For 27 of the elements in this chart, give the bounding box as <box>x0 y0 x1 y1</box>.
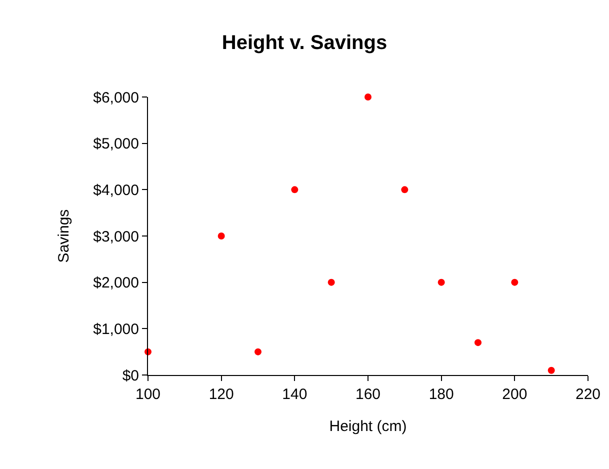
y-tick-label: $6,000 <box>93 89 139 106</box>
x-tick-label: 140 <box>282 386 308 403</box>
point <box>438 278 445 286</box>
y-tick-label: $3,000 <box>93 228 139 246</box>
point <box>548 366 555 374</box>
x-tick-label: 200 <box>502 386 528 403</box>
y-tick-label: $2,000 <box>93 274 139 292</box>
x-tick-label: 180 <box>428 386 454 403</box>
x-tick-label: 100 <box>135 386 161 403</box>
y-tick-label: $0 <box>122 367 139 384</box>
point <box>328 278 335 286</box>
y-axis-title: Savings <box>55 209 72 263</box>
point <box>401 186 408 194</box>
point <box>218 232 225 240</box>
point <box>291 186 298 194</box>
chart-title: Height v. Savings <box>222 32 388 54</box>
y-tick-label: $5,000 <box>93 136 139 153</box>
x-tick-label: 120 <box>208 386 234 403</box>
x-tick-label: 160 <box>355 386 381 403</box>
x-axis-title: Height (cm) <box>329 418 407 435</box>
y-tick-label: $4,000 <box>93 182 139 199</box>
point <box>511 278 518 286</box>
point <box>364 94 372 100</box>
point <box>254 348 262 356</box>
y-tick-label: $1,000 <box>93 320 139 338</box>
point <box>474 339 482 346</box>
x-tick-label: 220 <box>575 386 601 403</box>
